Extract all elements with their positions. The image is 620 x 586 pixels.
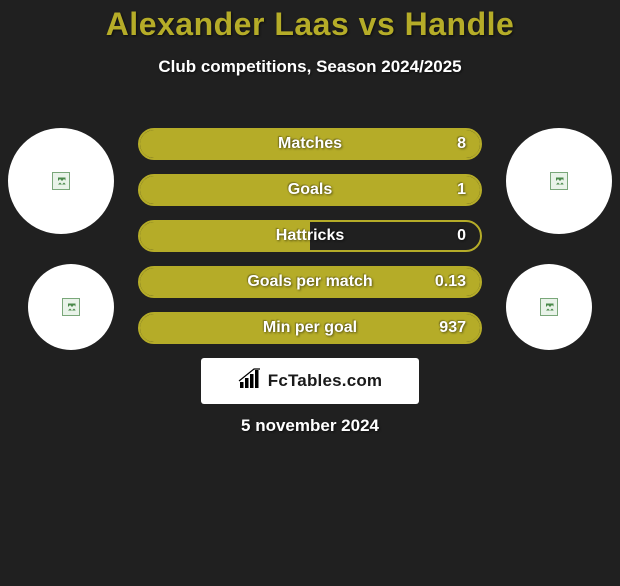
broken-image-icon <box>52 172 70 190</box>
stat-label: Goals <box>288 181 332 199</box>
stat-label: Min per goal <box>263 319 357 337</box>
stat-label: Goals per match <box>247 273 372 291</box>
stat-value: 8 <box>457 135 466 153</box>
date-text: 5 november 2024 <box>0 416 620 436</box>
team-right-logo <box>506 264 592 350</box>
stat-row-goals: Goals 1 <box>138 174 482 206</box>
stat-row-goals-per-match: Goals per match 0.13 <box>138 266 482 298</box>
stat-label: Matches <box>278 135 342 153</box>
brand-box: FcTables.com <box>201 358 419 404</box>
stat-value: 0.13 <box>435 273 466 291</box>
broken-image-icon <box>540 298 558 316</box>
stat-row-matches: Matches 8 <box>138 128 482 160</box>
chart-icon <box>238 368 262 395</box>
player-right-avatar <box>506 128 612 234</box>
stat-label: Hattricks <box>276 227 344 245</box>
stat-row-min-per-goal: Min per goal 937 <box>138 312 482 344</box>
broken-image-icon <box>550 172 568 190</box>
stat-value: 937 <box>439 319 466 337</box>
brand-text: FcTables.com <box>268 371 383 391</box>
stat-value: 1 <box>457 181 466 199</box>
player-left-avatar <box>8 128 114 234</box>
subtitle: Club competitions, Season 2024/2025 <box>0 57 620 77</box>
broken-image-icon <box>62 298 80 316</box>
stat-value: 0 <box>457 227 466 245</box>
page-title: Alexander Laas vs Handle <box>0 6 620 43</box>
team-left-logo <box>28 264 114 350</box>
stat-row-hattricks: Hattricks 0 <box>138 220 482 252</box>
